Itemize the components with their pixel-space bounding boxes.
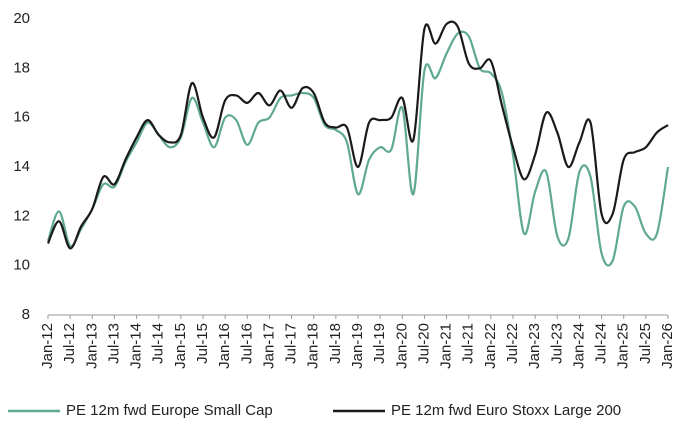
x-tick-label: Jan-23: [526, 323, 543, 369]
y-tick-label: 14: [13, 158, 30, 175]
x-tick-label: Jul-23: [548, 323, 565, 364]
x-tick-label: Jan-18: [305, 323, 322, 369]
y-tick-label: 10: [13, 257, 30, 274]
x-tick-label: Jan-22: [482, 323, 499, 369]
x-tick-label: Jul-20: [415, 323, 432, 364]
y-tick-label: 8: [22, 306, 30, 323]
x-tick-label: Jan-21: [438, 323, 455, 369]
x-tick-label: Jan-16: [216, 323, 233, 369]
legend-label: PE 12m fwd Europe Small Cap: [66, 402, 273, 419]
x-tick-label: Jul-24: [593, 323, 610, 364]
x-tick-label: Jul-18: [327, 323, 344, 364]
x-tick-label: Jan-24: [570, 323, 587, 369]
x-tick-label: Jul-25: [637, 323, 654, 364]
x-tick-label: Jul-14: [150, 323, 167, 364]
x-tick-label: Jan-20: [393, 323, 410, 369]
y-tick-label: 18: [13, 59, 30, 76]
line-series: [46, 30, 670, 267]
x-tick-label: Jul-22: [504, 323, 521, 364]
x-tick-label: Jan-12: [39, 323, 56, 369]
x-tick-label: Jan-26: [659, 323, 676, 369]
line-series: [46, 20, 669, 250]
x-tick-label: Jan-15: [172, 323, 189, 369]
x-tick-label: Jul-15: [194, 323, 211, 364]
y-tick-label: 12: [13, 207, 30, 224]
x-tick-label: Jul-21: [460, 323, 477, 364]
x-tick-label: Jan-13: [83, 323, 100, 369]
y-tick-label: 20: [13, 10, 30, 27]
x-tick-label: Jan-17: [260, 323, 277, 369]
x-tick-label: Jul-17: [283, 323, 300, 364]
x-tick-label: Jul-13: [105, 323, 122, 364]
y-tick-label: 16: [13, 109, 30, 126]
x-tick-label: Jul-12: [61, 323, 78, 364]
x-tick-label: Jan-19: [349, 323, 366, 369]
x-tick-label: Jan-25: [615, 323, 632, 369]
x-tick-label: Jul-16: [238, 323, 255, 364]
x-tick-label: Jan-14: [128, 323, 145, 369]
x-tick-label: Jul-19: [371, 323, 388, 364]
legend-label: PE 12m fwd Euro Stoxx Large 200: [391, 402, 621, 419]
